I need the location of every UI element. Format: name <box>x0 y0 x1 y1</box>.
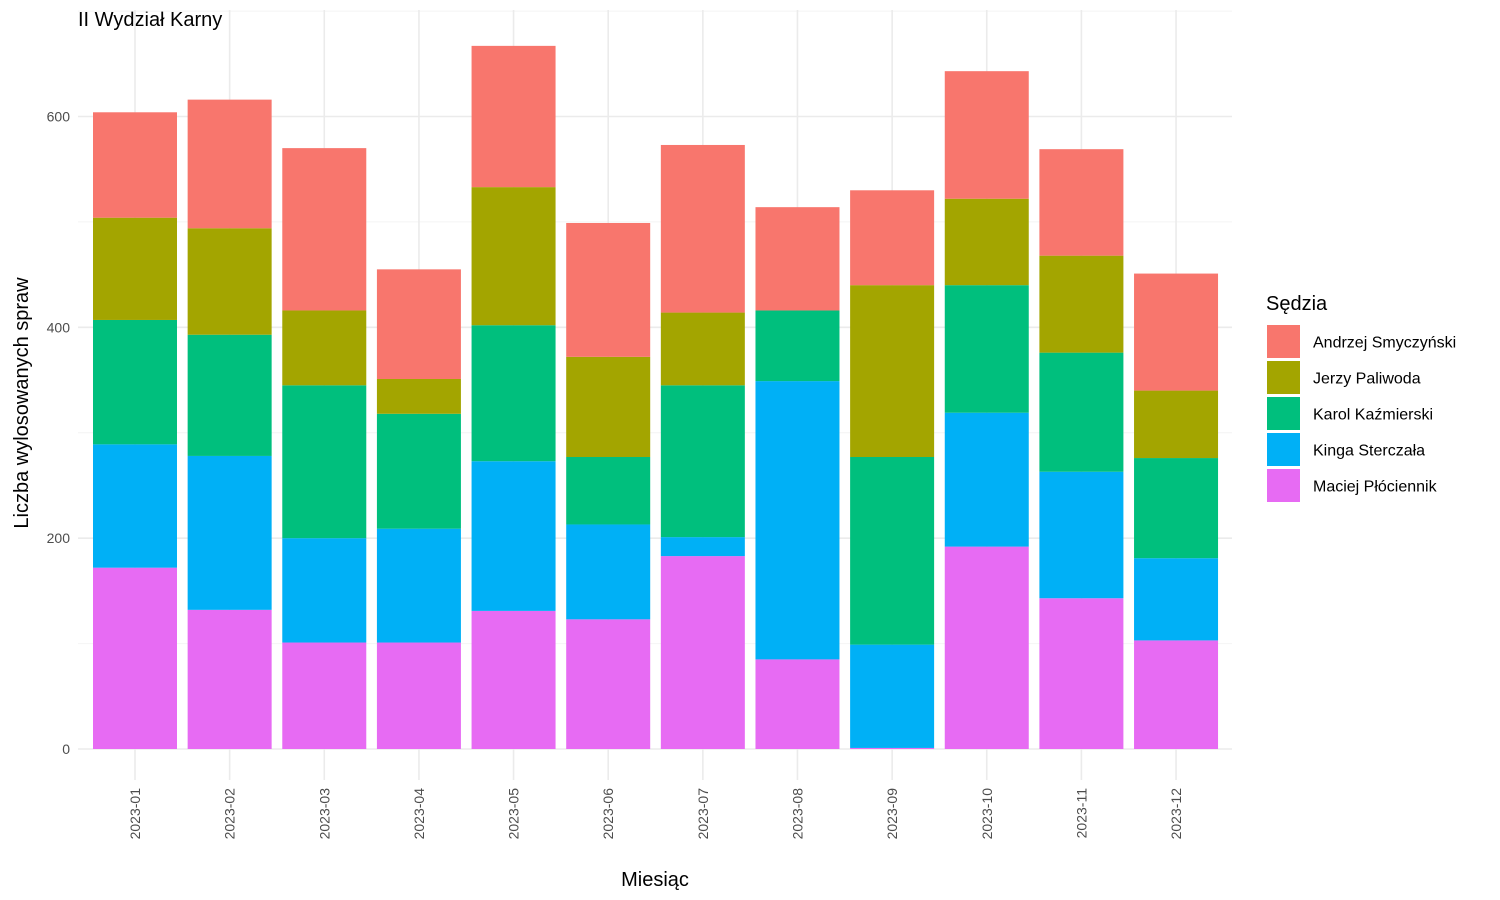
bar-segment <box>566 524 651 620</box>
x-axis-title: Miesiąc <box>621 869 689 891</box>
y-axis-ticks: 0 200 400 600 <box>47 109 71 758</box>
bar-segment <box>1134 640 1219 749</box>
bar-segment <box>471 461 556 611</box>
x-tick-label: 2023-03 <box>316 788 332 840</box>
bar-segment <box>755 310 840 382</box>
bar-segment <box>376 642 461 749</box>
legend-key <box>1267 325 1300 358</box>
bar-segment <box>755 207 840 311</box>
bar-segment <box>1039 598 1124 749</box>
bar-segment <box>1134 390 1219 459</box>
bar-segment <box>1134 558 1219 641</box>
bar-segment <box>282 642 367 749</box>
y-tick-label: 600 <box>47 109 71 125</box>
legend-title: Sędzia <box>1266 293 1328 315</box>
legend-label: Andrzej Smyczyński <box>1313 335 1456 352</box>
y-tick-label: 200 <box>47 530 71 546</box>
bar-segment <box>376 528 461 643</box>
bar-segment <box>566 456 651 525</box>
bar-segment <box>471 325 556 462</box>
x-tick-label: 2023-01 <box>127 788 143 840</box>
legend-key <box>1267 433 1300 466</box>
y-axis-title: Liczba wylosowanych spraw <box>11 277 33 529</box>
bar-segment <box>660 312 745 386</box>
bar-segment <box>282 310 367 386</box>
legend-label: Kinga Sterczała <box>1313 443 1425 460</box>
bar-segment <box>376 378 461 414</box>
x-tick-label: 2023-11 <box>1073 788 1089 839</box>
x-tick-label: 2023-10 <box>979 788 995 840</box>
bar-segment <box>660 385 745 538</box>
bar-segment <box>471 187 556 326</box>
bar-segment <box>944 546 1029 749</box>
bar-segment <box>850 747 935 749</box>
bar-segment <box>1039 255 1124 353</box>
bar-segment <box>944 198 1029 286</box>
bar-segment <box>93 319 177 445</box>
bar-segment <box>187 99 272 229</box>
bar-segment <box>944 71 1029 199</box>
bar-segment <box>376 269 461 379</box>
bars <box>93 45 1219 749</box>
bar-segment <box>282 538 367 643</box>
bar-segment <box>282 148 367 311</box>
x-tick-label: 2023-04 <box>411 788 427 840</box>
bar-segment <box>93 217 177 320</box>
x-tick-label: 2023-12 <box>1168 788 1184 840</box>
legend-label: Maciej Płóciennik <box>1313 479 1438 496</box>
bar-segment <box>850 190 935 286</box>
bar-segment <box>187 455 272 610</box>
bar-segment <box>850 644 935 748</box>
bar-segment <box>376 413 461 529</box>
bar-segment <box>93 112 177 218</box>
bar-segment <box>471 45 556 188</box>
bar-segment <box>1039 149 1124 256</box>
bar-segment <box>944 412 1029 547</box>
bar-segment <box>471 610 556 749</box>
legend-key <box>1267 469 1300 502</box>
bar-segment <box>187 609 272 749</box>
bar-segment <box>282 385 367 539</box>
x-tick-label: 2023-05 <box>506 788 522 840</box>
x-tick-label: 2023-06 <box>600 788 616 840</box>
bar-segment <box>1039 352 1124 472</box>
y-tick-label: 0 <box>62 741 70 757</box>
bar-segment <box>755 659 840 749</box>
bar-segment <box>566 222 651 357</box>
bar-segment <box>1039 471 1124 599</box>
bar-segment <box>660 556 745 749</box>
bar-segment <box>755 381 840 660</box>
bar-segment <box>187 334 272 456</box>
bar-segment <box>566 619 651 749</box>
bar-segment <box>1134 273 1219 391</box>
bar-segment <box>93 567 177 749</box>
bar-segment <box>850 285 935 457</box>
chart-title: II Wydział Karny <box>78 9 222 31</box>
y-tick-label: 400 <box>47 319 71 335</box>
x-tick-label: 2023-07 <box>695 788 711 840</box>
bar-segment <box>850 456 935 645</box>
bar-segment <box>944 285 1029 413</box>
bar-segment <box>93 444 177 568</box>
bar-segment <box>660 144 745 313</box>
legend-label: Jerzy Paliwoda <box>1313 371 1421 388</box>
x-tick-label: 2023-08 <box>789 788 805 840</box>
legend-label: Karol Kaźmierski <box>1313 407 1433 424</box>
x-axis-ticks: 2023-01 2023-02 2023-03 2023-04 2023-05 2023-… <box>127 788 1184 840</box>
x-tick-label: 2023-02 <box>222 788 238 840</box>
bar-segment <box>187 228 272 335</box>
x-tick-label: 2023-09 <box>884 788 900 840</box>
bar-segment <box>1134 458 1219 559</box>
legend: Sędzia Andrzej Smyczyński Jerzy Paliwoda K… <box>1266 293 1456 502</box>
legend-key <box>1267 397 1300 430</box>
legend-key <box>1267 361 1300 394</box>
bar-segment <box>566 356 651 457</box>
bar-segment <box>660 537 745 557</box>
